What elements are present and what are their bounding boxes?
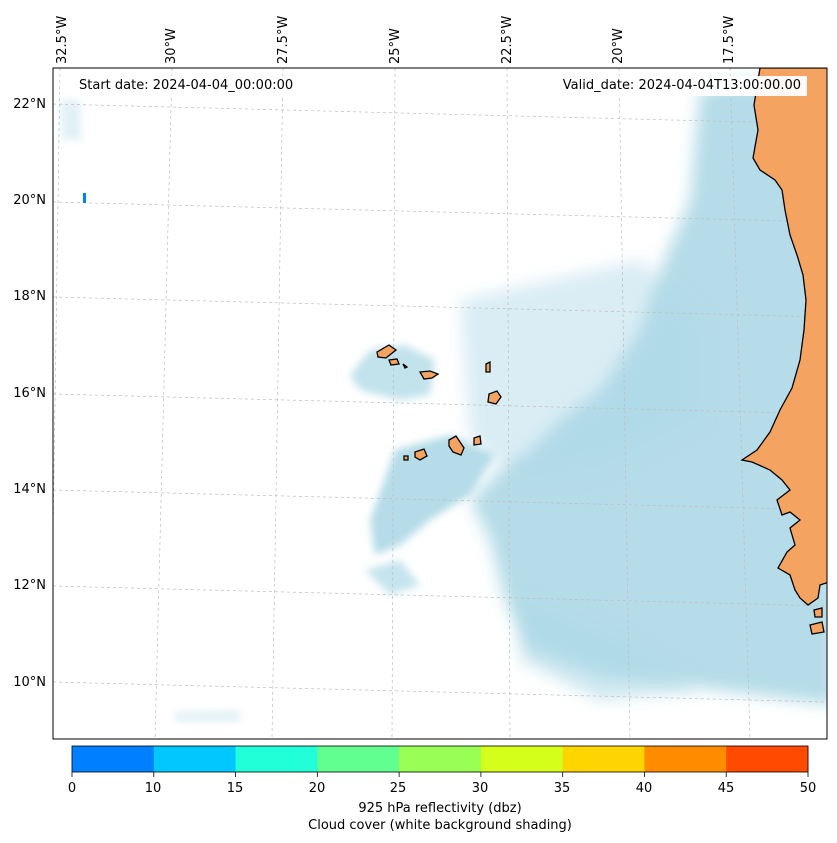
map-area xyxy=(53,68,827,739)
lon-label: 30°W xyxy=(164,28,179,64)
colorbar-segment xyxy=(480,746,564,772)
colorbar-tick: 25 xyxy=(389,781,407,796)
lon-label: 17.5°W xyxy=(722,15,737,64)
colorbar-tick: 30 xyxy=(471,781,489,796)
colorbar-segment xyxy=(399,746,482,772)
bissagos-island xyxy=(809,621,825,635)
colorbar-label-cloud-cover: Cloud cover (white background shading) xyxy=(308,818,572,833)
colorbar-tick: 15 xyxy=(226,781,244,796)
graticule xyxy=(53,68,827,739)
lat-label: 12°N xyxy=(13,578,46,593)
map-frame xyxy=(52,67,828,740)
colorbar-segment xyxy=(153,746,237,772)
lat-label: 20°N xyxy=(13,193,46,208)
lat-label: 16°N xyxy=(13,386,46,401)
colorbar-tick: 20 xyxy=(308,781,326,796)
cape-verde-islands xyxy=(376,344,502,461)
colorbar-tick: 35 xyxy=(553,781,571,796)
colorbar-segment xyxy=(562,746,645,772)
colorbar-segment xyxy=(726,746,809,772)
lon-label: 25°W xyxy=(388,28,403,64)
colorbar-segment xyxy=(644,746,727,772)
colorbar-label-reflectivity: 925 hPa reflectivity (dbz) xyxy=(358,801,522,816)
valid-date-label: Valid_date: 2024-04-04T13:00:00.00 xyxy=(556,76,807,96)
lon-label: 27.5°W xyxy=(276,15,291,64)
reflectivity-blob xyxy=(83,193,86,203)
colorbar-tick: 45 xyxy=(717,781,735,796)
colorbar-tick: 0 xyxy=(67,781,77,796)
lat-label: 18°N xyxy=(13,289,46,304)
lat-label: 14°N xyxy=(13,482,46,497)
start-date-label: Start date: 2024-04-04_00:00:00 xyxy=(73,76,300,96)
lat-label: 22°N xyxy=(13,97,46,112)
lon-label: 22.5°W xyxy=(500,15,515,64)
lat-label: 10°N xyxy=(13,675,46,690)
cloud-cover xyxy=(60,71,827,722)
colorbar-segment xyxy=(317,746,400,772)
colorbar-tick: 40 xyxy=(635,781,653,796)
lon-label: 20°W xyxy=(611,28,626,64)
colorbar-segment xyxy=(72,746,155,772)
colorbar-tick: 10 xyxy=(144,781,162,796)
lon-label: 32.5°W xyxy=(55,15,70,64)
africa-landmass xyxy=(740,68,827,606)
bissagos-island xyxy=(813,607,823,618)
colorbar xyxy=(71,746,809,777)
colorbar-tick: 50 xyxy=(799,781,817,796)
colorbar-frame xyxy=(71,745,809,773)
colorbar-segment xyxy=(235,746,318,772)
